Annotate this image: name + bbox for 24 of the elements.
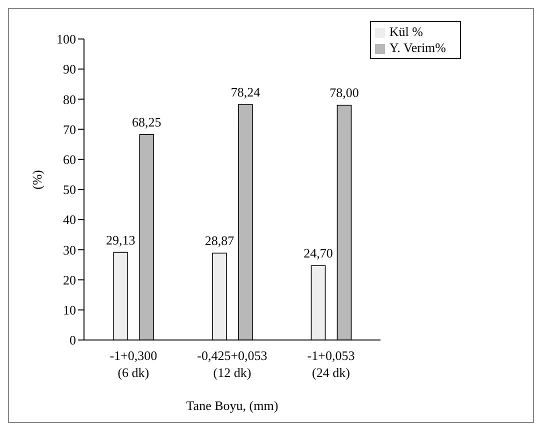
- data-label: 28,87: [204, 233, 235, 248]
- y-tick-label: 80: [63, 92, 76, 107]
- y-tick-label: 90: [63, 62, 76, 77]
- y-tick-label: 10: [63, 302, 76, 318]
- legend-label: Y. Verim%: [389, 40, 446, 55]
- x-axis-title: Tane Boyu, (mm): [186, 398, 278, 413]
- y-tick-label: 50: [63, 182, 76, 198]
- y-tick-label: 30: [63, 242, 76, 258]
- y-tick-label: 100: [56, 32, 76, 47]
- data-label: 24,70: [304, 246, 333, 261]
- y-tick-label: 40: [63, 212, 76, 228]
- y-tick-label: 20: [63, 272, 76, 288]
- x-tick-label: -1+0,300 (6 dk): [110, 348, 158, 380]
- y-tick-label: 70: [63, 122, 76, 137]
- legend-label: Kül %: [389, 24, 424, 39]
- y-tick-label: 60: [63, 152, 76, 168]
- y-axis-title: (%): [30, 170, 45, 190]
- data-label: 78,24: [230, 84, 261, 100]
- x-tick-label: -1+0,053 (24 dk): [307, 348, 355, 380]
- data-label: 68,25: [132, 114, 162, 130]
- y-tick-label: 0: [70, 332, 76, 348]
- data-label: 78,00: [330, 85, 359, 100]
- x-tick-label: -0,425+0,053 (12 dk): [197, 348, 268, 380]
- data-label: 29,13: [106, 232, 136, 248]
